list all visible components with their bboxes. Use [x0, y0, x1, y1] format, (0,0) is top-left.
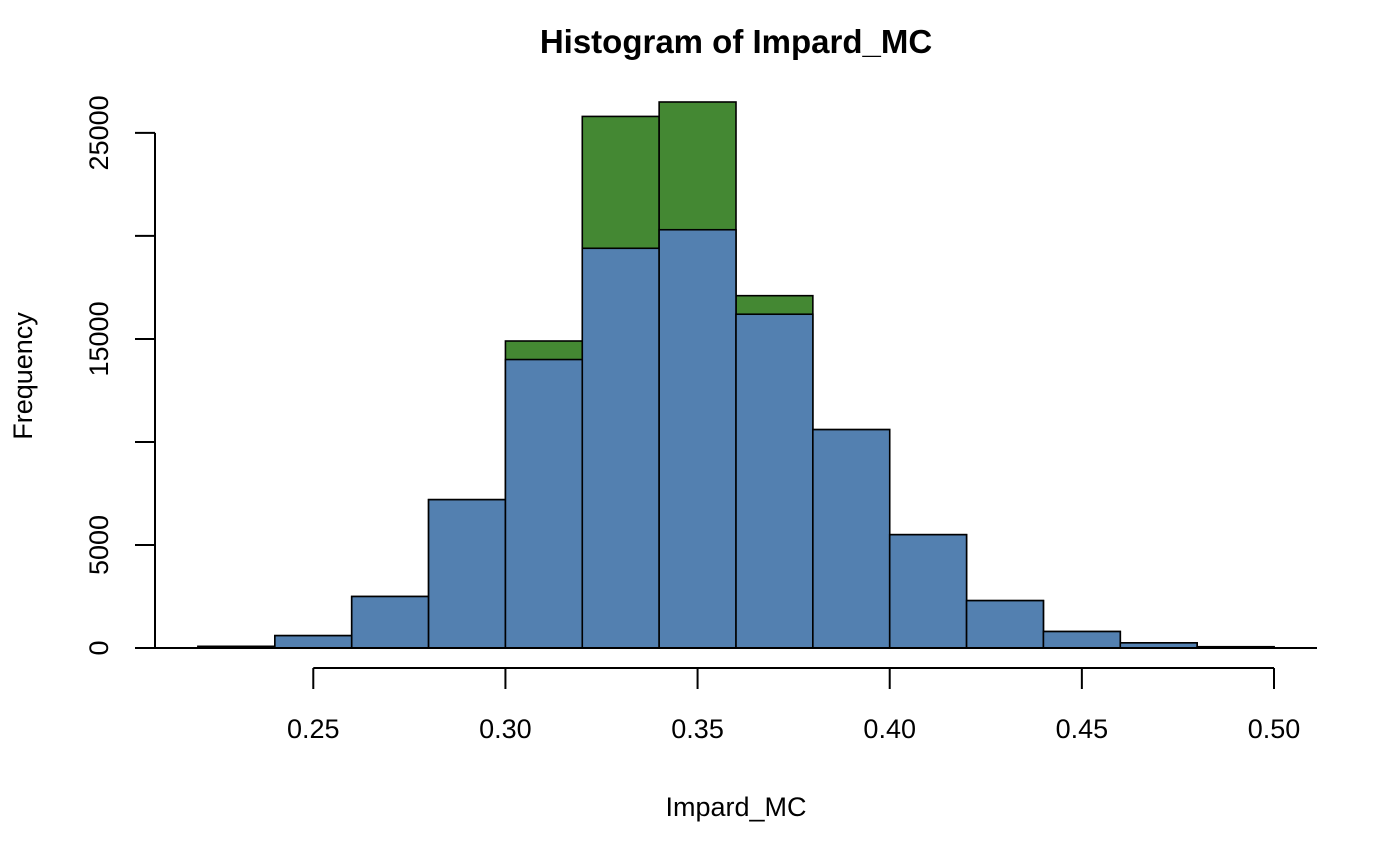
bar-blue-11	[1042, 630, 1122, 649]
axes-layer: 0 5000 15000 25000 0.25 0.30 0.35 0.40 0.45 0.50	[84, 95, 1317, 744]
bar-blue-7	[735, 313, 814, 649]
x-tick-label: 0.30	[479, 714, 532, 744]
bar-blue-4	[504, 358, 584, 649]
bars-layer	[197, 101, 1275, 649]
bar-blue-10	[965, 599, 1045, 649]
x-tick-label: 0.25	[287, 714, 340, 744]
bar-blue-1	[274, 634, 353, 649]
x-axis-label: Impard_MC	[665, 792, 806, 822]
bar-blue-8	[812, 428, 891, 649]
bar-blue-2	[350, 595, 430, 649]
x-tick-label: 0.50	[1248, 714, 1301, 744]
bar-blue-3	[427, 498, 507, 649]
y-tick-label: 15000	[84, 301, 114, 376]
y-axis-label: Frequency	[8, 312, 38, 440]
bar-blue-6	[658, 228, 737, 649]
y-tick-label: 0	[84, 640, 114, 655]
bar-blue-9	[888, 533, 968, 649]
bar-blue-5	[581, 247, 660, 649]
x-tick-label: 0.40	[863, 714, 916, 744]
x-tick-label: 0.45	[1056, 714, 1109, 744]
y-tick-label: 5000	[84, 515, 114, 575]
y-tick-label: 25000	[84, 95, 114, 170]
chart-title: Histogram of Impard_MC	[540, 23, 932, 60]
x-tick-label: 0.35	[671, 714, 724, 744]
